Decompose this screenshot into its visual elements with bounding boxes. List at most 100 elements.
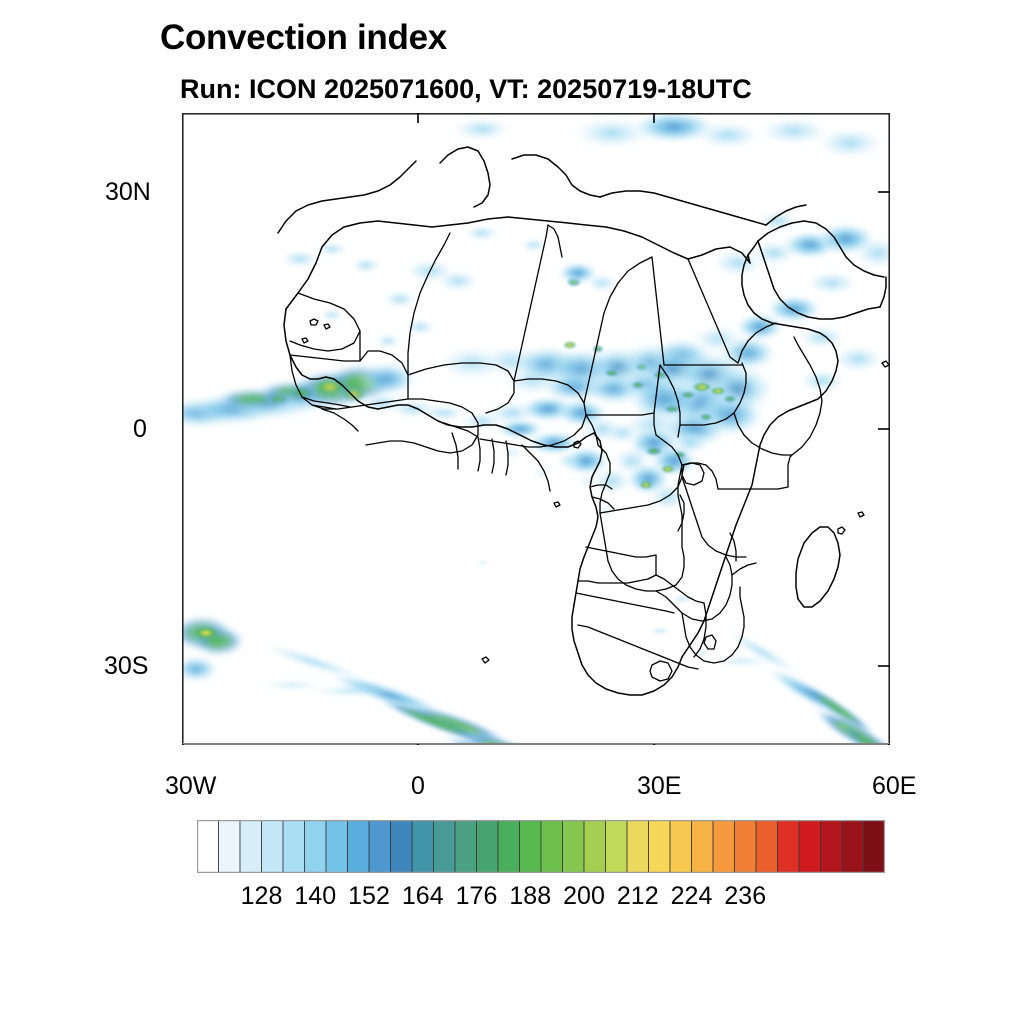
colorbar-cell xyxy=(820,820,843,873)
colorbar-cell xyxy=(519,820,542,873)
colorbar-svg xyxy=(197,820,885,873)
ethiopia-hotspots xyxy=(631,371,737,421)
map-plot-area xyxy=(182,113,890,745)
colorbar-tick-label: 176 xyxy=(455,882,498,910)
colorbar-cell xyxy=(497,820,521,873)
border-libya-east xyxy=(583,256,653,404)
coastline-border-layer xyxy=(277,146,890,696)
border-tunisia xyxy=(547,224,563,258)
border-cameroon xyxy=(597,444,611,514)
y-right-ticks xyxy=(878,191,890,667)
red-sea-west-coast xyxy=(741,254,821,334)
subtitle-run-validtime: Run: ICON 2025071600, VT: 20250719-18UTC xyxy=(180,74,752,104)
border-zambia-south xyxy=(655,556,733,622)
border-south-africa-north xyxy=(577,624,699,670)
colorbar-tick-label: 140 xyxy=(294,882,337,910)
oman-coast xyxy=(879,276,887,308)
border-chad-sudan xyxy=(653,364,661,414)
border-mauritania xyxy=(289,350,409,410)
border-nigeria-east xyxy=(585,414,599,446)
colorbar-cell xyxy=(605,820,628,873)
colorbar-cell xyxy=(476,820,499,873)
x-tick-label-30w: 30W xyxy=(165,772,217,800)
levant-coast xyxy=(765,204,807,226)
border-eswatini xyxy=(703,634,717,650)
iberia-coast xyxy=(277,160,417,234)
south-atlantic-hotspot xyxy=(192,626,220,640)
colorbar-tick-label: 224 xyxy=(670,882,713,910)
border-benin xyxy=(505,440,509,476)
colorbar-cell xyxy=(712,820,736,873)
cape-verde-island-3 xyxy=(301,337,309,344)
border-malawi xyxy=(731,562,757,576)
misc-coastal-clouds xyxy=(474,559,712,657)
map-svg xyxy=(182,113,890,745)
reunion-island xyxy=(837,526,846,535)
colorbar-tick-label: 200 xyxy=(563,882,605,910)
border-southsudan-ethiopia xyxy=(679,412,735,426)
border-burkina xyxy=(443,422,479,438)
colorbar-cell xyxy=(411,820,435,873)
colorbar-cell xyxy=(197,820,220,873)
border-chad-south xyxy=(585,412,655,416)
colorbar-cell xyxy=(368,820,392,873)
border-gabon xyxy=(589,484,613,490)
colorbar-cell xyxy=(648,820,671,873)
border-namibia-botswana xyxy=(575,592,675,614)
lake-malawi xyxy=(729,532,737,562)
east-africa-hotspots xyxy=(639,446,686,489)
west-africa-coast xyxy=(283,308,595,448)
sao-tome-island xyxy=(553,501,561,508)
colorbar-tick-label: 152 xyxy=(348,882,390,910)
border-guinea xyxy=(321,408,359,432)
colorbar-tick-label: 188 xyxy=(509,882,552,910)
border-ethiopia-west xyxy=(733,362,747,414)
border-congo xyxy=(591,496,615,510)
border-car xyxy=(599,412,683,514)
congo-weak-convection xyxy=(500,446,616,517)
y-tick-label-30s: 30S xyxy=(104,652,149,680)
lake-victoria xyxy=(681,462,705,486)
arabia-south-coast xyxy=(757,240,881,320)
border-togo xyxy=(491,438,495,474)
page-title: Convection index xyxy=(160,18,447,57)
border-ethiopia-somalia xyxy=(791,336,823,456)
y-tick-label-30n: 30N xyxy=(105,178,151,206)
colorbar-cell xyxy=(626,820,650,873)
border-morocco xyxy=(289,292,361,352)
colorbar-tick-label: 128 xyxy=(240,882,283,910)
x-tick-label-0: 0 xyxy=(411,772,425,800)
colorbar-cells xyxy=(197,820,885,873)
border-niger xyxy=(479,378,587,448)
colorbar-tick-label: 164 xyxy=(401,882,444,910)
border-lesotho xyxy=(649,660,673,682)
border-kenya-tanzania xyxy=(717,486,789,490)
east-africa-horn-coast xyxy=(747,332,839,496)
cape-verde-island-2 xyxy=(323,323,331,330)
colorbar-cell xyxy=(863,820,885,873)
colorbar-tick-label: 236 xyxy=(724,882,767,910)
mozambique-coast xyxy=(681,494,749,658)
colorbar-cell xyxy=(798,820,822,873)
arabia-north-coast xyxy=(757,220,885,278)
arabia-convection xyxy=(712,211,890,393)
colorbar-cell xyxy=(691,820,714,873)
colorbar-cell xyxy=(433,820,456,873)
italy-coast xyxy=(439,146,491,208)
madagascar-coast xyxy=(795,526,841,608)
border-ghana-east xyxy=(477,436,481,472)
x-top-ticks xyxy=(417,113,655,123)
mauritius-island xyxy=(857,511,865,518)
gulf-of-guinea-convection xyxy=(486,396,624,442)
border-kenya-east xyxy=(787,454,793,488)
border-angola-north xyxy=(585,546,657,558)
border-angola-south xyxy=(577,554,657,584)
border-botswana-east xyxy=(693,602,707,658)
mediterranean-clouds xyxy=(452,113,884,159)
axis-frame xyxy=(182,113,890,745)
southern-ocean-front-east xyxy=(708,629,890,745)
colorbar-cell xyxy=(734,820,757,873)
colorbar-cell xyxy=(261,820,284,873)
colorbar-cell xyxy=(218,820,241,873)
border-nigeria-west xyxy=(521,444,551,492)
